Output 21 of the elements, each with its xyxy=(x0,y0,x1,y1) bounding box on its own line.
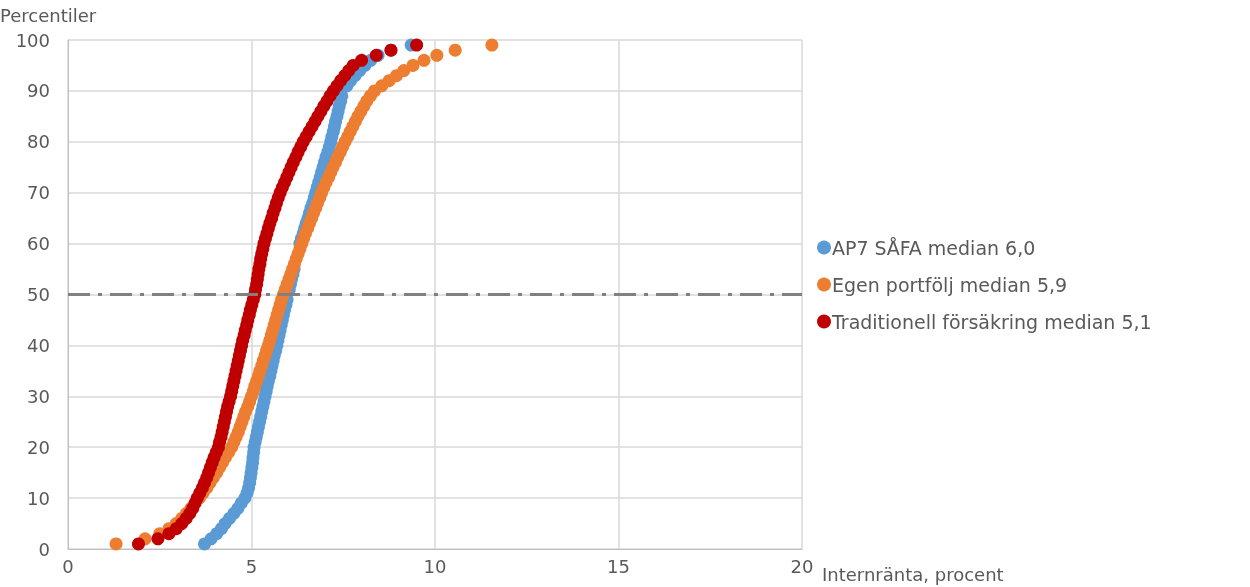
legend-label: AP7 SÅFA median 6,0 xyxy=(832,236,1036,259)
legend-label: Traditionell försäkring median 5,1 xyxy=(831,310,1152,333)
x-tick-label: 20 xyxy=(790,555,814,577)
x-axis-title: Internränta, procent xyxy=(822,563,1004,585)
y-tick-label: 100 xyxy=(15,29,50,51)
y-tick-label: 50 xyxy=(27,284,50,305)
y-tick-label: 10 xyxy=(27,487,50,509)
y-tick-label: 30 xyxy=(27,385,50,407)
y-tick-label: 0 xyxy=(38,538,50,560)
y-tick-label: 20 xyxy=(27,436,50,458)
x-tick-label: 15 xyxy=(607,555,630,577)
x-tick-label: 0 xyxy=(62,555,74,577)
x-tick-label: 5 xyxy=(245,555,258,577)
y-tick-label: 90 xyxy=(27,80,50,102)
y-tick-label: 40 xyxy=(27,334,50,356)
y-tick-label: 80 xyxy=(27,131,50,153)
y-axis-title: Percentiler xyxy=(0,4,97,26)
y-tick-label: 70 xyxy=(27,182,50,204)
x-tick-label: 10 xyxy=(423,555,447,577)
legend-label: Egen portfölj median 5,9 xyxy=(832,273,1068,296)
y-tick-label: 60 xyxy=(27,233,50,255)
